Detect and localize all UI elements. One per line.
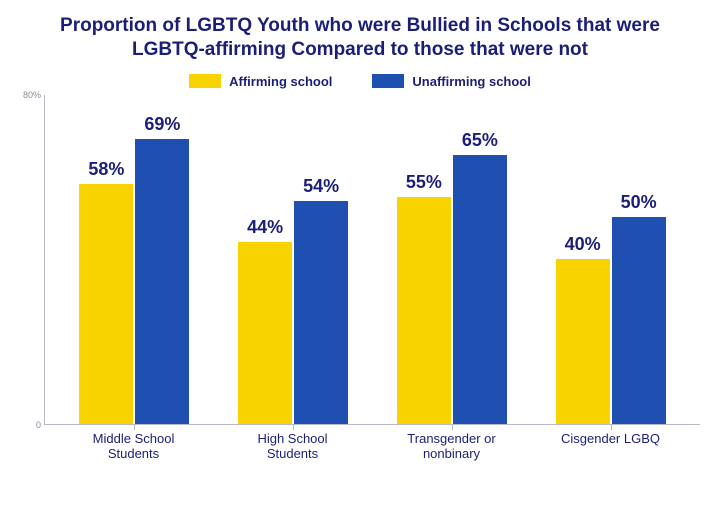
bar: 44% bbox=[238, 242, 292, 424]
bar: 58% bbox=[79, 184, 133, 423]
bar-value-label: 54% bbox=[303, 176, 339, 197]
bar-value-label: 44% bbox=[247, 217, 283, 238]
legend-swatch-affirming bbox=[189, 74, 221, 88]
chart-area: 80% 0 58%69%44%54%55%65%40%50% bbox=[44, 95, 700, 425]
legend-swatch-unaffirming bbox=[372, 74, 404, 88]
legend-item-unaffirming: Unaffirming school bbox=[372, 74, 530, 89]
x-axis: Middle School Students High School Studen… bbox=[44, 425, 700, 462]
bar-group: 58%69% bbox=[79, 139, 189, 424]
bar: 69% bbox=[135, 139, 189, 424]
y-tick-max: 80% bbox=[23, 90, 45, 100]
bar: 54% bbox=[294, 201, 348, 424]
bar-value-label: 55% bbox=[406, 172, 442, 193]
legend-label-affirming: Affirming school bbox=[229, 74, 332, 89]
plot-area: 80% 0 58%69%44%54%55%65%40%50% bbox=[44, 95, 700, 425]
bar-value-label: 65% bbox=[462, 130, 498, 151]
chart-title: Proportion of LGBTQ Youth who were Bulli… bbox=[0, 0, 720, 68]
bar: 50% bbox=[612, 217, 666, 423]
bar-value-label: 69% bbox=[144, 114, 180, 135]
bar: 55% bbox=[397, 197, 451, 424]
bar-group: 44%54% bbox=[238, 201, 348, 424]
bar: 40% bbox=[556, 259, 610, 424]
x-tick-label: Cisgender LGBQ bbox=[556, 431, 666, 462]
bar-group: 40%50% bbox=[556, 217, 666, 423]
x-tick-label: Transgender or nonbinary bbox=[397, 431, 507, 462]
y-tick-zero: 0 bbox=[36, 420, 45, 430]
bar: 65% bbox=[453, 155, 507, 423]
x-tick-label: High School Students bbox=[238, 431, 348, 462]
bar-group: 55%65% bbox=[397, 155, 507, 423]
legend-item-affirming: Affirming school bbox=[189, 74, 332, 89]
bar-value-label: 50% bbox=[621, 192, 657, 213]
legend: Affirming school Unaffirming school bbox=[0, 74, 720, 89]
bar-value-label: 58% bbox=[88, 159, 124, 180]
bar-value-label: 40% bbox=[565, 234, 601, 255]
legend-label-unaffirming: Unaffirming school bbox=[412, 74, 530, 89]
x-tick-label: Middle School Students bbox=[79, 431, 189, 462]
